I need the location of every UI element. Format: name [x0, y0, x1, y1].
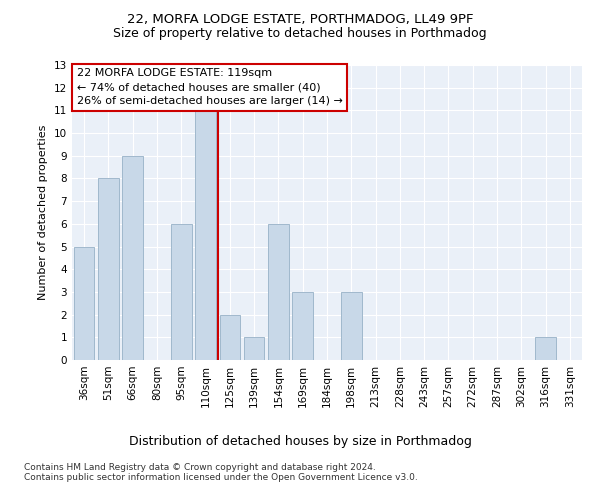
Bar — [341, 292, 362, 360]
Text: Contains HM Land Registry data © Crown copyright and database right 2024.: Contains HM Land Registry data © Crown c… — [24, 464, 376, 472]
Text: Distribution of detached houses by size in Porthmadog: Distribution of detached houses by size … — [128, 435, 472, 448]
Text: 22, MORFA LODGE ESTATE, PORTHMADOG, LL49 9PF: 22, MORFA LODGE ESTATE, PORTHMADOG, LL49… — [127, 12, 473, 26]
Bar — [171, 224, 191, 360]
Text: Size of property relative to detached houses in Porthmadog: Size of property relative to detached ho… — [113, 28, 487, 40]
Bar — [98, 178, 119, 360]
Bar — [292, 292, 313, 360]
Text: 22 MORFA LODGE ESTATE: 119sqm
← 74% of detached houses are smaller (40)
26% of s: 22 MORFA LODGE ESTATE: 119sqm ← 74% of d… — [77, 68, 343, 106]
Bar — [244, 338, 265, 360]
Bar — [535, 338, 556, 360]
Y-axis label: Number of detached properties: Number of detached properties — [38, 125, 49, 300]
Bar — [74, 246, 94, 360]
Bar — [220, 314, 240, 360]
Bar — [268, 224, 289, 360]
Bar — [122, 156, 143, 360]
Text: Contains public sector information licensed under the Open Government Licence v3: Contains public sector information licen… — [24, 474, 418, 482]
Bar — [195, 110, 216, 360]
